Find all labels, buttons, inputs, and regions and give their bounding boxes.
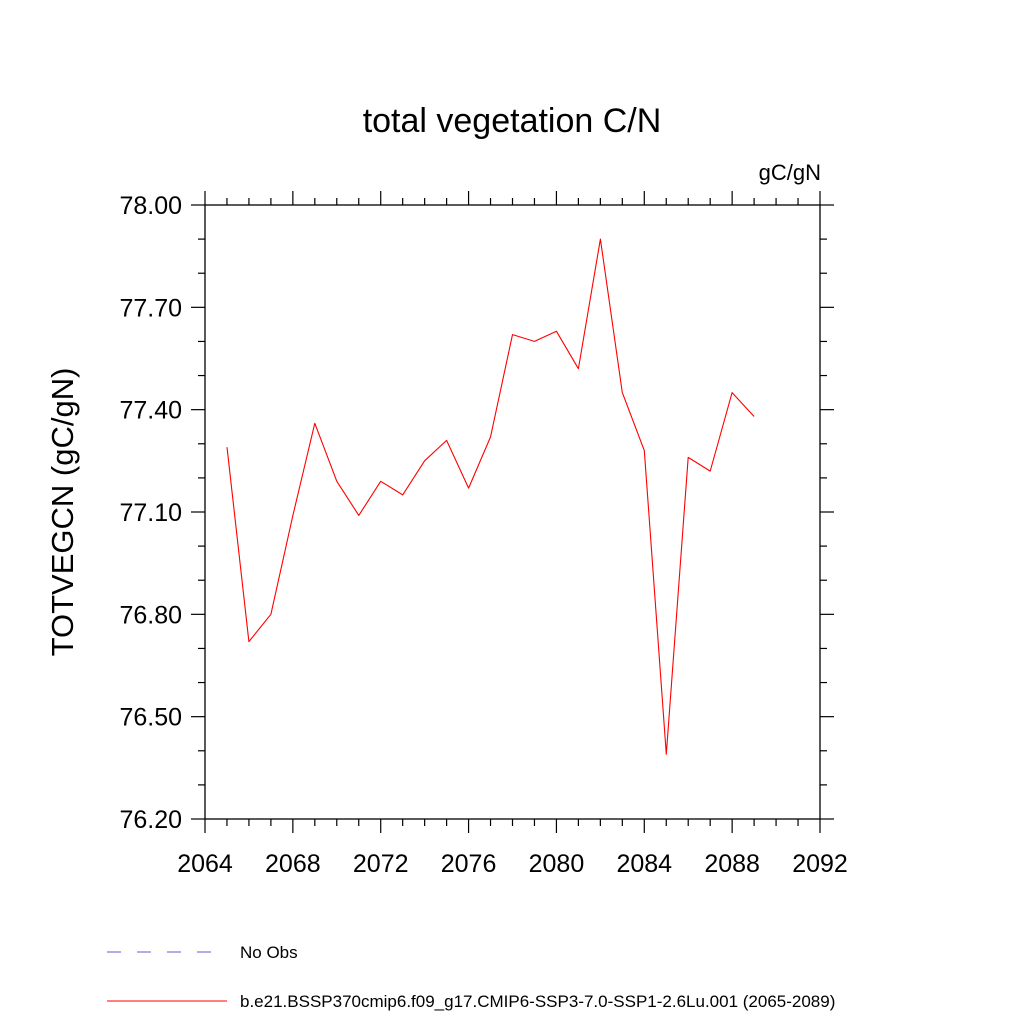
legend-label-0: No Obs — [240, 943, 298, 962]
x-tick-label: 2076 — [441, 850, 497, 878]
data-point — [511, 333, 514, 336]
plot-frame — [204, 204, 821, 820]
y-tick-label: 76.20 — [119, 806, 182, 834]
data-point — [401, 493, 404, 496]
units-label: gC/gN — [759, 160, 821, 185]
x-tick-label: 2068 — [265, 850, 321, 878]
data-point — [225, 446, 228, 449]
y-tick-label: 77.10 — [119, 499, 182, 527]
data-point — [379, 480, 382, 483]
legend-label-1: b.e21.BSSP370cmip6.f09_g17.CMIP6-SSP3-7.… — [240, 992, 835, 1011]
data-point — [643, 449, 646, 452]
data-point — [555, 330, 558, 333]
x-tick-label: 2088 — [704, 850, 760, 878]
data-point — [313, 422, 316, 425]
x-tick-label: 2064 — [177, 850, 233, 878]
data-point — [577, 367, 580, 370]
data-point — [445, 439, 448, 442]
y-tick-label: 78.00 — [119, 192, 182, 220]
data-point — [731, 391, 734, 394]
data-point — [533, 340, 536, 343]
y-tick-label: 76.80 — [119, 601, 182, 629]
data-point — [423, 459, 426, 462]
data-point — [247, 640, 250, 643]
legend: No Obs b.e21.BSSP370cmip6.f09_g17.CMIP6-S… — [107, 943, 835, 1011]
data-point — [335, 480, 338, 483]
data-point — [709, 470, 712, 473]
data-point — [665, 753, 668, 756]
series-layer — [225, 238, 756, 756]
data-point — [599, 238, 602, 241]
y-axis-label: TOTVEGCN (gC/gN) — [45, 368, 80, 657]
x-axis: 2064 2068 2072 2076 2080 2084 2088 2092 — [177, 191, 848, 878]
x-tick-label: 2072 — [353, 850, 409, 878]
y-tick-label: 77.70 — [119, 294, 182, 322]
y-tick-label: 77.40 — [119, 397, 182, 425]
data-point — [467, 487, 470, 490]
data-point — [687, 456, 690, 459]
x-tick-label: 2080 — [529, 850, 585, 878]
data-point — [269, 613, 272, 616]
y-axis: 76.20 76.50 76.80 77.10 77.40 77.70 78.00 — [119, 192, 834, 834]
x-tick-label: 2084 — [616, 850, 672, 878]
data-point — [357, 514, 360, 517]
data-point — [291, 514, 294, 517]
chart-title: total vegetation C/N — [363, 102, 662, 140]
x-tick-label: 2092 — [792, 850, 848, 878]
data-point — [489, 435, 492, 438]
data-point — [753, 415, 756, 418]
series-line-0 — [226, 238, 755, 755]
data-point — [621, 391, 624, 394]
y-tick-label: 76.50 — [119, 704, 182, 732]
